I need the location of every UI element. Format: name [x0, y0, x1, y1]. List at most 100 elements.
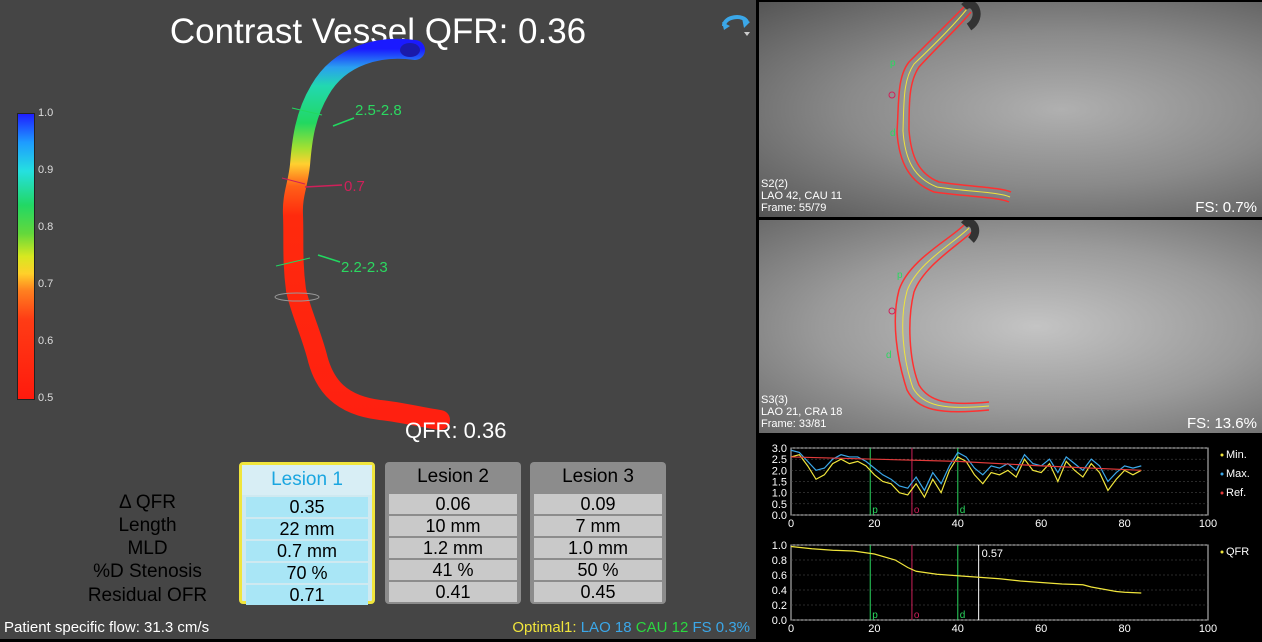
- x-tick-label: 60: [1035, 623, 1047, 635]
- y-tick-label: 0.5: [772, 499, 787, 511]
- scale-tick: 1.0: [38, 107, 54, 119]
- y-tick-label: 0.0: [772, 510, 787, 522]
- lesion-stenosis: 50 %: [534, 560, 662, 580]
- scale-tick: 0.8: [38, 221, 54, 233]
- lesion-mld: 1.0 mm: [534, 538, 662, 558]
- angio-angles: LAO 42, CAU 11: [761, 190, 843, 202]
- y-tick-label: 1.5: [772, 477, 787, 489]
- angio-angles: LAO 21, CRA 18: [761, 406, 843, 418]
- lesion-title: Lesion 3: [562, 466, 634, 487]
- angio-frame: Frame: 33/81: [761, 418, 827, 430]
- legend-dot: [1220, 453, 1224, 457]
- series-line-max: [790, 449, 1142, 492]
- diameter-label-distal: 2.2-2.3: [341, 259, 388, 276]
- y-tick-label: 0.0: [772, 615, 787, 627]
- lesion-length: 10 mm: [389, 516, 517, 536]
- angio-fs-top: FS: 0.7%: [1195, 199, 1257, 216]
- optimal-fs: FS 0.3%: [692, 619, 750, 636]
- lesion-stenosis: 70 %: [246, 563, 368, 583]
- angio-series: S2(2): [761, 178, 788, 190]
- legend-item: Min.: [1226, 449, 1247, 461]
- scale-tick: 0.9: [38, 164, 54, 176]
- series-line-qfr: [790, 545, 1142, 594]
- row-label-mld: MLD: [127, 538, 168, 559]
- lesion-residual: 0.45: [534, 582, 662, 602]
- marker-label-o: o: [914, 610, 920, 621]
- lesion-card-2[interactable]: Lesion 2 0.06 10 mm 1.2 mm 41 % 0.41: [385, 462, 521, 604]
- y-tick-label: 2.0: [772, 465, 787, 477]
- legend-item: QFR: [1226, 546, 1249, 558]
- y-tick-label: 3.0: [772, 443, 787, 455]
- y-tick-label: 0.4: [772, 585, 787, 597]
- x-tick-label: 0: [788, 518, 794, 530]
- x-tick-label: 80: [1118, 623, 1130, 635]
- row-label-length: Length: [118, 515, 177, 536]
- x-tick-label: 40: [952, 623, 964, 635]
- patient-flow-text: Patient specific flow: 31.3 cm/s: [4, 619, 210, 636]
- scale-tick: 0.5: [38, 392, 54, 404]
- svg-text:d: d: [890, 128, 896, 139]
- y-tick-label: 0.6: [772, 570, 787, 582]
- legend-item: Max.: [1226, 468, 1250, 480]
- lesion-title: Lesion 1: [242, 465, 372, 495]
- scale-tick: 0.7: [38, 278, 54, 290]
- y-tick-label: 1.0: [772, 488, 787, 500]
- x-tick-label: 20: [868, 623, 880, 635]
- legend-dot: [1220, 550, 1224, 554]
- angio-series: S3(3): [761, 394, 788, 406]
- diameter-chart[interactable]: 3.0 2.5 2.0 1.5 1.0 0.5 0.0 0 20 40 60 80 100 p o d Min.…: [759, 436, 1262, 532]
- lesion-stenosis: 41 %: [389, 560, 517, 580]
- x-tick-label: 40: [952, 518, 964, 530]
- y-tick-label: 1.0: [772, 540, 787, 552]
- diameter-chart-svg: 3.02.52.01.51.00.50.00 20 40 60 80 100 p o d Min.…: [772, 443, 1250, 530]
- y-tick-label: 2.5: [772, 454, 787, 466]
- y-tick-label: 0.2: [772, 600, 787, 612]
- series-line-ref: [790, 456, 1142, 471]
- lesion-mld: 1.2 mm: [389, 538, 517, 558]
- lesion-residual: 0.71: [246, 585, 368, 605]
- angio-info-top: S2(2) LAO 42, CAU 11 Frame: 55/79: [761, 178, 842, 214]
- lesion-title: Lesion 2: [417, 466, 489, 487]
- marker-label-p: p: [872, 505, 878, 516]
- marker-label-d: d: [960, 505, 966, 516]
- legend-dot: [1220, 472, 1224, 476]
- lesion-length: 7 mm: [534, 516, 662, 536]
- angio-frame: Frame: 55/79: [761, 202, 827, 214]
- qfr-chart[interactable]: 1.0 0.8 0.6 0.4 0.2 0.0 0 20 40 60 80 100 p o d 0.57 QFR: [759, 535, 1262, 637]
- lesion-length: 22 mm: [246, 519, 368, 539]
- lesion-delta-qfr: 0.06: [389, 494, 517, 514]
- stenosis-label: 0.7: [344, 178, 365, 195]
- angiogram-view-top[interactable]: p d: [759, 2, 1262, 217]
- marker-label-o: o: [914, 505, 920, 516]
- lesion-card-1[interactable]: Lesion 1 0.35 22 mm 0.7 mm 70 % 0.71: [239, 462, 375, 605]
- diameter-label-proximal: 2.5-2.8: [355, 102, 402, 119]
- lesion-delta-qfr: 0.09: [534, 494, 662, 514]
- svg-text:p: p: [897, 270, 903, 281]
- marker-label-p: p: [872, 610, 878, 621]
- color-scale-bar: [17, 113, 35, 400]
- lesion-card-3[interactable]: Lesion 3 0.09 7 mm 1.0 mm 50 % 0.45: [530, 462, 666, 604]
- y-tick-label: 0.8: [772, 555, 787, 567]
- optimal-prefix: Optimal1:: [512, 619, 577, 636]
- x-tick-label: 20: [868, 518, 880, 530]
- optimal-cau: CAU 12: [635, 619, 689, 636]
- rotate-view-icon[interactable]: [720, 8, 752, 38]
- scale-tick: 0.6: [38, 335, 54, 347]
- optimal-projection: Optimal1: LAO 18 CAU 12 FS 0.3%: [512, 619, 750, 636]
- lesion-residual: 0.41: [389, 582, 517, 602]
- svg-text:p: p: [890, 58, 896, 69]
- legend-item: Ref.: [1226, 487, 1246, 499]
- vessel-model[interactable]: [0, 0, 756, 460]
- angiogram-view-bottom[interactable]: p d: [759, 220, 1262, 433]
- x-tick-label: 100: [1199, 623, 1217, 635]
- lesion-mld: 0.7 mm: [246, 541, 368, 561]
- row-label-delta-qfr: Δ QFR: [118, 492, 177, 513]
- annotation-label: 0.57: [982, 548, 1003, 560]
- qfr-chart-svg: 1.0 0.8 0.6 0.4 0.2 0.00 20 40 60 80 100 p o d 0.57 QFR: [772, 540, 1250, 635]
- x-tick-label: 60: [1035, 518, 1047, 530]
- lesion-delta-qfr: 0.35: [246, 497, 368, 517]
- x-tick-label: 100: [1199, 518, 1217, 530]
- x-tick-label: 80: [1118, 518, 1130, 530]
- x-tick-label: 0: [788, 623, 794, 635]
- marker-label-d: d: [960, 610, 966, 621]
